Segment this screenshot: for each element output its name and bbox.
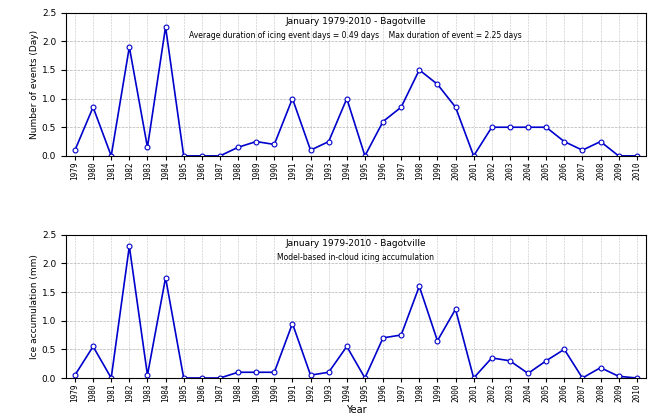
- Y-axis label: Number of events (Day): Number of events (Day): [30, 30, 39, 139]
- X-axis label: Year: Year: [345, 405, 366, 415]
- Text: Average duration of icing event days = 0.49 days    Max duration of event = 2.25: Average duration of icing event days = 0…: [190, 31, 522, 40]
- Text: January 1979-2010 - Bagotville: January 1979-2010 - Bagotville: [285, 17, 426, 26]
- Text: January 1979-2010 - Bagotville: January 1979-2010 - Bagotville: [285, 239, 426, 248]
- Y-axis label: Ice accumulation (mm): Ice accumulation (mm): [30, 254, 39, 359]
- Text: Model-based in-cloud icing accumulation: Model-based in-cloud icing accumulation: [277, 253, 434, 262]
